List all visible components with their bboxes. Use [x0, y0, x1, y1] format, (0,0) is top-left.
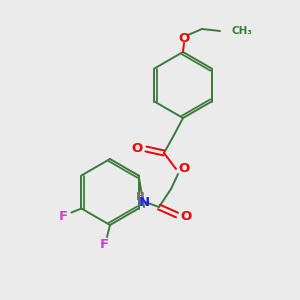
Text: O: O [180, 211, 192, 224]
Text: O: O [131, 142, 142, 154]
Text: F: F [99, 238, 109, 251]
Text: CH₃: CH₃ [232, 26, 253, 36]
Text: O: O [178, 163, 190, 176]
Text: H: H [136, 192, 144, 202]
Text: O: O [178, 32, 190, 46]
Text: F: F [59, 210, 68, 223]
Text: N: N [138, 196, 150, 208]
